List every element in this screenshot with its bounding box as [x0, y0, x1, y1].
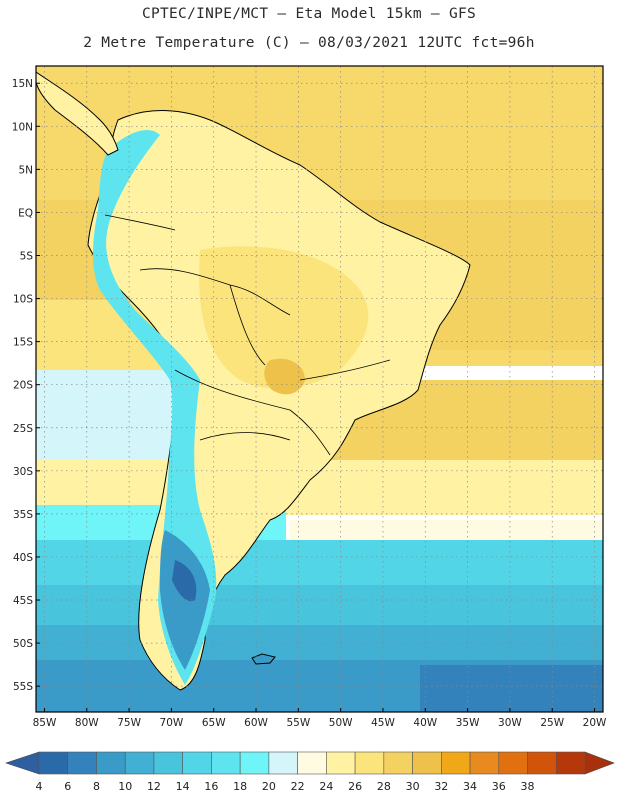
colorbar-swatch [383, 751, 413, 775]
lat-label: 45S [13, 595, 33, 607]
colorbar-swatch [527, 751, 557, 775]
colorbar-swatch [124, 751, 155, 775]
colorbar-swatch [96, 751, 126, 775]
lat-label: 5S [20, 250, 34, 262]
band-12 [36, 585, 603, 630]
longitude-labels: 85W 80W 75W 70W 65W 60W 55W 50W 45W 40W 35W 30W 25W 2… [33, 708, 607, 729]
colorbar-high-arrow [584, 751, 615, 775]
colorbar-label: 28 [377, 780, 391, 793]
central-america-land [36, 71, 119, 156]
colorbar-label: 8 [93, 780, 100, 793]
colorbar-swatch [354, 751, 385, 775]
colorbar-swatch [38, 751, 69, 775]
lon-label: 25W [540, 717, 564, 729]
colorbar-swatch [555, 751, 586, 775]
map-frame [35, 65, 604, 713]
lon-label: 85W [33, 717, 57, 729]
colorbar-swatch [268, 751, 298, 775]
lon-label: 60W [244, 717, 268, 729]
interior-warm-area [199, 246, 369, 389]
colorbar-swatch [67, 751, 97, 775]
latitude-labels: 15N 10N 5N EQ 5S 10S 15S 20S 25S 30S 35S 40S 45S 50S 5… [12, 78, 40, 693]
colorbar-swatch [412, 751, 442, 775]
chart-title-line2: 2 Metre Temperature (C) – 08/03/2021 12U… [83, 35, 535, 51]
lon-label: 40W [413, 717, 437, 729]
colorbar-label: 26 [348, 780, 362, 793]
lon-label: 75W [117, 717, 141, 729]
hot-spot-pantanal [264, 358, 305, 395]
colorbar-swatch [153, 751, 183, 775]
colorbar-label: 6 [64, 780, 71, 793]
band-14 [36, 540, 603, 590]
lon-label: 80W [75, 717, 99, 729]
colorbar-swatch [239, 751, 270, 775]
colorbar-label: 30 [406, 780, 420, 793]
colorbar-swatch [469, 751, 500, 775]
country-borders [104, 214, 391, 456]
lat-label: 10S [13, 294, 33, 306]
lat-label: 25S [13, 423, 33, 435]
colorbar-label: 4 [36, 780, 43, 793]
colorbar-label: 20 [262, 780, 276, 793]
lat-label: 20S [13, 380, 33, 392]
lat-label: 50S [13, 638, 33, 650]
colorbar-label: 22 [291, 780, 305, 793]
patagonia-coldest [172, 560, 197, 602]
colorbar-label: 18 [233, 780, 247, 793]
colorbar-label: 34 [463, 780, 477, 793]
lat-label: EQ [18, 207, 33, 219]
colorbar-swatch [498, 751, 528, 775]
falkland-islands [251, 653, 276, 665]
chart-title-line1: CPTEC/INPE/MCT – Eta Model 15km – GFS [141, 6, 477, 22]
lat-label: 15N [12, 78, 33, 90]
colorbar-swatch [441, 751, 471, 775]
colorbar-label: 10 [118, 780, 132, 793]
lat-label: 40S [13, 552, 33, 564]
colorbar-low-arrow [5, 751, 40, 775]
patagonia-cold [160, 530, 210, 670]
lon-label: 20W [583, 717, 607, 729]
colorbar-label: 36 [492, 780, 506, 793]
lat-label: 5N [18, 164, 33, 176]
colorbar-label: 16 [204, 780, 218, 793]
lat-label: 35S [13, 509, 33, 521]
lat-label: 10N [12, 121, 33, 133]
colorbar-label: 32 [434, 780, 448, 793]
band-6 [420, 665, 603, 712]
colorbar-swatch [297, 751, 327, 775]
temperature-map: 15N 10N 5N EQ 5S 10S 15S 20S 25S 30S 35S 40S 45S 50S 5… [12, 65, 607, 729]
lat-label: 15S [13, 337, 33, 349]
lon-label: 70W [160, 717, 184, 729]
lon-label: 50W [329, 717, 353, 729]
lat-label: 55S [13, 681, 33, 693]
lon-label: 55W [286, 717, 310, 729]
lat-label: 30S [13, 466, 33, 478]
pacific-band-18 [36, 370, 186, 470]
colorbar-label: 12 [147, 780, 161, 793]
lon-label: 30W [498, 717, 522, 729]
map-field [36, 66, 603, 712]
colorbar-labels: 4 6 8 10 12 14 16 18 20 22 24 26 28 30 32 34 36 38 [36, 780, 535, 793]
lon-label: 65W [202, 717, 226, 729]
colorbar-swatch [326, 751, 356, 775]
colorbar-swatch [211, 751, 241, 775]
colorbar-label: 14 [176, 780, 190, 793]
colorbar-swatch [182, 751, 212, 775]
colorbar: 4 6 8 10 12 14 16 18 20 22 24 26 28 30 32 34 36 38 [5, 751, 615, 793]
colorbar-boxes [5, 751, 615, 775]
lon-label: 45W [371, 717, 395, 729]
colorbar-label: 24 [319, 780, 333, 793]
colorbar-label: 38 [521, 780, 535, 793]
band-10 [36, 625, 603, 665]
lon-label: 35W [456, 717, 480, 729]
